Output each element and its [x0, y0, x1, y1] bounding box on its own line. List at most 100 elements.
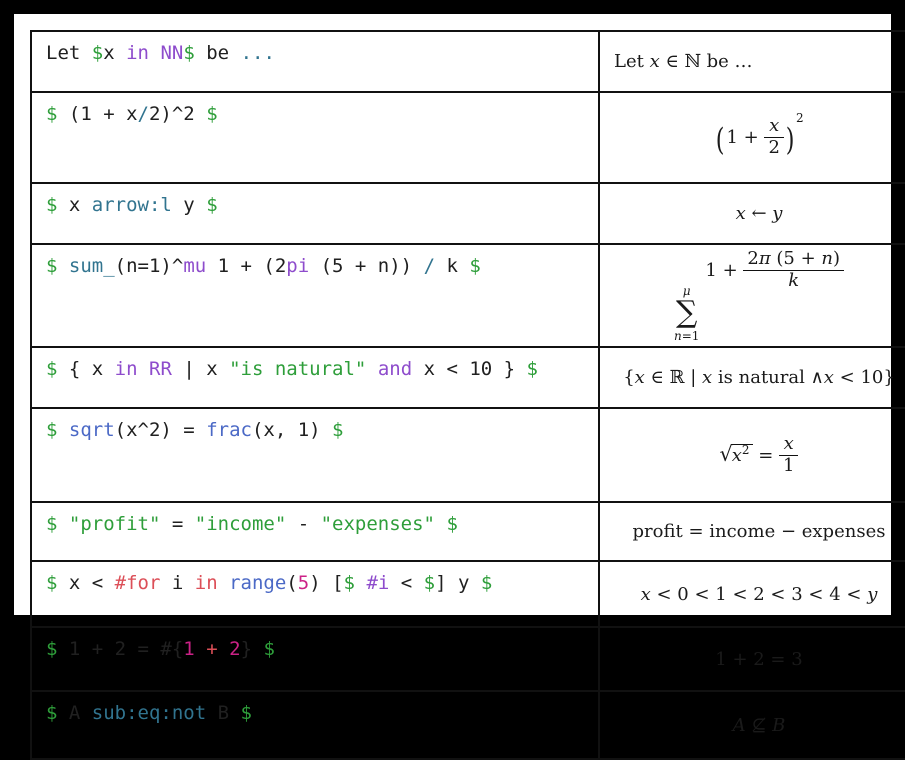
code-token: $	[206, 194, 218, 216]
math-text: =1	[681, 328, 700, 343]
math-text: =	[752, 444, 780, 466]
code-token: $	[46, 358, 58, 380]
math-cell: (1 + x 2)2	[598, 91, 905, 184]
math-text: )	[833, 248, 841, 270]
code-token: 1	[183, 638, 195, 660]
math-text: x	[731, 444, 742, 466]
math-text: 2	[768, 137, 780, 158]
code-token: sqrt	[68, 419, 115, 441]
code-token: $	[46, 572, 58, 594]
code-token: $	[526, 358, 538, 380]
table-row: $ x arrow:l y $ x ← y	[30, 182, 905, 245]
page-panel: Let $x in NN$ be ... Let x ∈ ℕ be … $ (1 +…	[14, 14, 905, 760]
code-token: "income"	[194, 513, 287, 535]
math-cell: Let x ∈ ℕ be …	[598, 30, 905, 93]
math-fraction: 2π (5 + n) k	[743, 248, 845, 291]
code-token: Let	[46, 42, 92, 64]
math-text: ⊈	[745, 714, 773, 736]
code-token: in	[114, 358, 138, 380]
code-token: arrow:l	[91, 194, 172, 216]
code-cell: $ sqrt(x^2) = frac(x, 1) $	[30, 407, 600, 503]
code-token: 2	[229, 638, 241, 660]
code-token: -	[286, 513, 321, 535]
code-token: <	[389, 572, 424, 594]
code-token	[435, 513, 446, 535]
code-cell: $ { x in RR | x "is natural" and x < 10 …	[30, 346, 600, 409]
big-paren-open: (	[716, 121, 725, 158]
code-cell: $ x < #for i in range(5) [$ #i < $] y $	[30, 560, 600, 628]
code-token: NN	[160, 42, 184, 64]
code-token: $	[206, 103, 218, 125]
code-token: $	[46, 638, 58, 660]
math-text: B	[772, 714, 786, 736]
math-text: < 0 < 1 < 2 < 3 < 4 <	[650, 583, 868, 605]
math-text: x	[735, 203, 746, 224]
math-text: 1 +	[726, 127, 765, 149]
code-token: frac	[206, 419, 252, 441]
table-row: $ A sub:eq:not B $ A ⊈ B	[30, 690, 905, 760]
math-text: 1 + 2 = 3	[715, 648, 803, 670]
math-text: ∈ ℝ |	[644, 367, 703, 388]
math-cell: x ← y	[598, 182, 905, 245]
code-token: be	[194, 42, 241, 64]
code-token: ] y	[435, 572, 481, 594]
code-token: B	[206, 702, 241, 724]
table-row: Let $x in NN$ be ... Let x ∈ ℕ be …	[30, 30, 905, 93]
math-cell: 1 + 2 = 3	[598, 626, 905, 692]
sigma-glyph: ∑	[675, 294, 698, 330]
math-text: 1 +	[705, 259, 744, 281]
math-text: n	[673, 328, 682, 343]
code-token: 2)^2	[148, 103, 207, 125]
fraction-denominator: 1	[779, 454, 799, 477]
table-row: $ (1 + x/2)^2 $ (1 + x 2)2	[30, 91, 905, 184]
math-text: ←	[745, 203, 773, 224]
code-token: k	[435, 255, 470, 277]
table-row: $ x < #for i in range(5) [$ #i < $] y $ x…	[30, 560, 905, 628]
code-token: $	[46, 255, 58, 277]
code-token: mu	[183, 255, 207, 277]
code-token: $	[446, 513, 458, 535]
code-token: "is natural"	[229, 358, 367, 380]
math-text: x	[640, 583, 651, 605]
code-token: pi	[286, 255, 310, 277]
math-big-paren-group: (1 + x 2)2	[714, 111, 804, 158]
math-text: < 10}	[833, 367, 895, 388]
code-token: ) [	[309, 572, 344, 594]
fraction-numerator: x	[779, 433, 798, 455]
paren-exponent: 2	[796, 111, 804, 126]
table-body: Let $x in NN$ be ... Let x ∈ ℕ be … $ (1 +…	[30, 30, 905, 760]
math-text: x	[769, 115, 780, 137]
math-text: μ	[682, 283, 691, 298]
sum-lower-limit: n=1	[674, 330, 699, 342]
math-cell: {x ∈ ℝ | x is natural ∧x < 10}	[598, 346, 905, 409]
table-row: $ sum_(n=1)^mu 1 + (2pi (5 + n)) / k $ μ ∑…	[30, 243, 905, 348]
code-token: (x^2) =	[114, 419, 207, 441]
sum-upper-limit: μ	[683, 285, 691, 297]
math-cell: profit = income − expenses	[598, 501, 905, 562]
code-token: $	[469, 255, 481, 277]
code-token: $	[46, 419, 58, 441]
code-token: { x	[57, 358, 115, 380]
code-token: $	[423, 572, 436, 594]
math-text: y	[867, 583, 878, 605]
code-token: =	[160, 513, 195, 535]
table-row: $ { x in RR | x "is natural" and x < 10 …	[30, 346, 905, 409]
code-token: | x	[171, 358, 230, 380]
code-cell: $ A sub:eq:not B $	[30, 690, 600, 760]
math-text: x	[702, 367, 713, 388]
code-cell: $ "profit" = "income" - "expenses" $	[30, 501, 600, 562]
math-text: is natural ∧	[712, 367, 824, 388]
math-text: {	[623, 367, 635, 388]
code-token: x	[57, 194, 92, 216]
code-token: $	[343, 572, 355, 594]
math-text: ∈ ℕ be …	[659, 51, 753, 72]
math-superscript: 2	[741, 442, 750, 457]
fraction-numerator: 2π (5 + n)	[743, 248, 844, 270]
code-token: (1 + x	[57, 103, 138, 125]
code-token: /	[137, 103, 149, 125]
code-token: #for	[114, 572, 161, 594]
